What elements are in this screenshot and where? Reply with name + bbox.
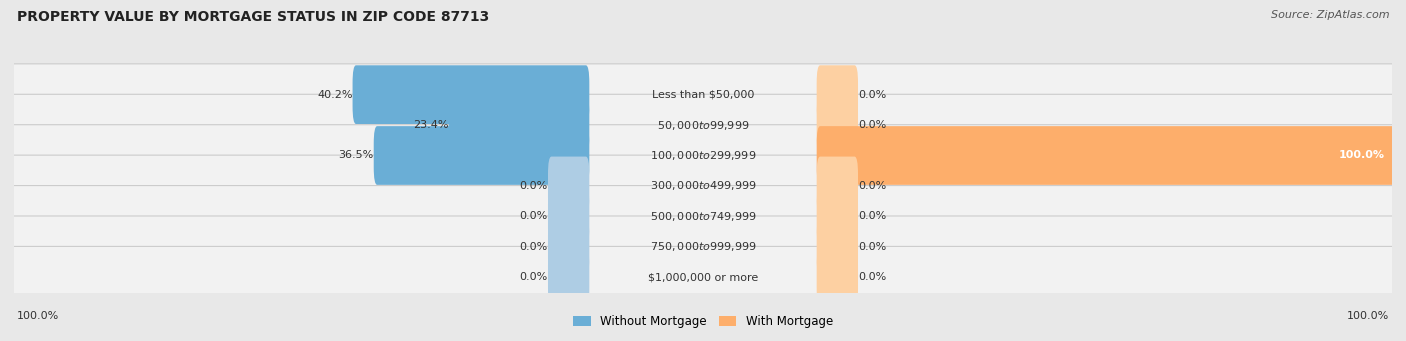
Text: 0.0%: 0.0%	[520, 211, 548, 221]
Text: 0.0%: 0.0%	[520, 181, 548, 191]
FancyBboxPatch shape	[817, 218, 858, 276]
FancyBboxPatch shape	[548, 187, 589, 246]
Text: 40.2%: 40.2%	[318, 90, 353, 100]
Text: 0.0%: 0.0%	[858, 272, 886, 282]
FancyBboxPatch shape	[11, 216, 1395, 278]
Text: 100.0%: 100.0%	[17, 311, 59, 321]
FancyBboxPatch shape	[374, 126, 589, 185]
FancyBboxPatch shape	[11, 64, 1395, 125]
Text: 0.0%: 0.0%	[858, 242, 886, 252]
Legend: Without Mortgage, With Mortgage: Without Mortgage, With Mortgage	[568, 310, 838, 333]
FancyBboxPatch shape	[817, 157, 858, 215]
Text: $750,000 to $999,999: $750,000 to $999,999	[650, 240, 756, 253]
Text: Source: ZipAtlas.com: Source: ZipAtlas.com	[1271, 10, 1389, 20]
FancyBboxPatch shape	[11, 186, 1395, 247]
Text: 0.0%: 0.0%	[858, 211, 886, 221]
Text: 0.0%: 0.0%	[520, 242, 548, 252]
Text: 0.0%: 0.0%	[520, 272, 548, 282]
Text: $500,000 to $749,999: $500,000 to $749,999	[650, 210, 756, 223]
Text: $300,000 to $499,999: $300,000 to $499,999	[650, 179, 756, 192]
FancyBboxPatch shape	[548, 248, 589, 307]
Text: 0.0%: 0.0%	[858, 181, 886, 191]
FancyBboxPatch shape	[817, 187, 858, 246]
FancyBboxPatch shape	[353, 65, 589, 124]
FancyBboxPatch shape	[817, 126, 1395, 185]
FancyBboxPatch shape	[817, 96, 858, 154]
FancyBboxPatch shape	[817, 248, 858, 307]
Text: Less than $50,000: Less than $50,000	[652, 90, 754, 100]
Text: 100.0%: 100.0%	[1347, 311, 1389, 321]
Text: PROPERTY VALUE BY MORTGAGE STATUS IN ZIP CODE 87713: PROPERTY VALUE BY MORTGAGE STATUS IN ZIP…	[17, 10, 489, 24]
Text: 100.0%: 100.0%	[1339, 150, 1385, 161]
Text: 0.0%: 0.0%	[858, 90, 886, 100]
Text: 23.4%: 23.4%	[413, 120, 449, 130]
Text: $100,000 to $299,999: $100,000 to $299,999	[650, 149, 756, 162]
Text: 36.5%: 36.5%	[339, 150, 374, 161]
Text: $1,000,000 or more: $1,000,000 or more	[648, 272, 758, 282]
FancyBboxPatch shape	[11, 155, 1395, 217]
FancyBboxPatch shape	[548, 157, 589, 215]
FancyBboxPatch shape	[11, 94, 1395, 156]
Text: 0.0%: 0.0%	[858, 120, 886, 130]
Text: $50,000 to $99,999: $50,000 to $99,999	[657, 119, 749, 132]
FancyBboxPatch shape	[548, 218, 589, 276]
FancyBboxPatch shape	[11, 247, 1395, 308]
FancyBboxPatch shape	[11, 125, 1395, 186]
FancyBboxPatch shape	[817, 65, 858, 124]
FancyBboxPatch shape	[449, 96, 589, 154]
